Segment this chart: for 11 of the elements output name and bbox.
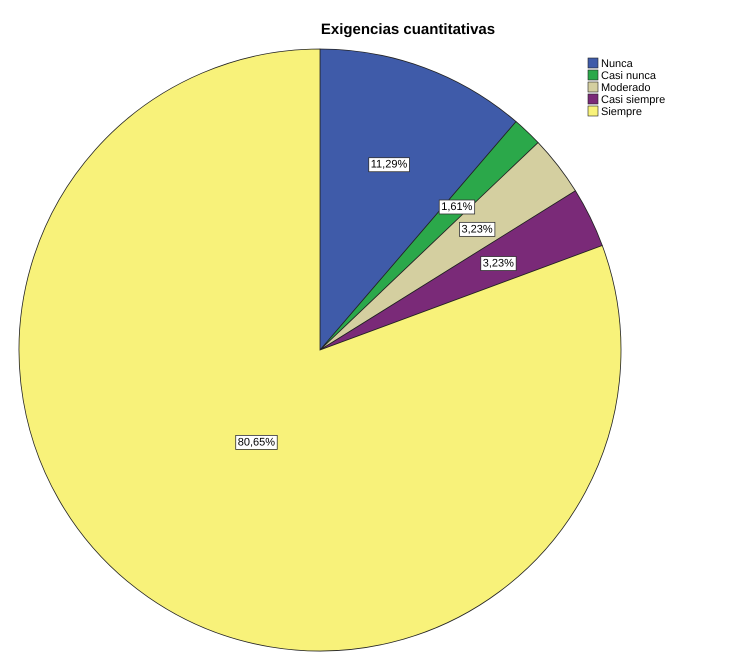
chart-title: Exigencias cuantitativas bbox=[320, 21, 496, 38]
legend-label: Moderado bbox=[601, 82, 651, 94]
legend-label: Casi nunca bbox=[601, 70, 657, 82]
data-label: 1,61% bbox=[441, 200, 473, 213]
legend-label: Nunca bbox=[601, 58, 634, 70]
data-label: 80,65% bbox=[238, 436, 276, 448]
data-label: 3,23% bbox=[482, 258, 514, 270]
data-label: 11,29% bbox=[370, 158, 408, 171]
data-label: 3,23% bbox=[461, 223, 493, 236]
legend-label: Siempre bbox=[601, 106, 642, 118]
legend-label: Casi siempre bbox=[601, 94, 666, 106]
